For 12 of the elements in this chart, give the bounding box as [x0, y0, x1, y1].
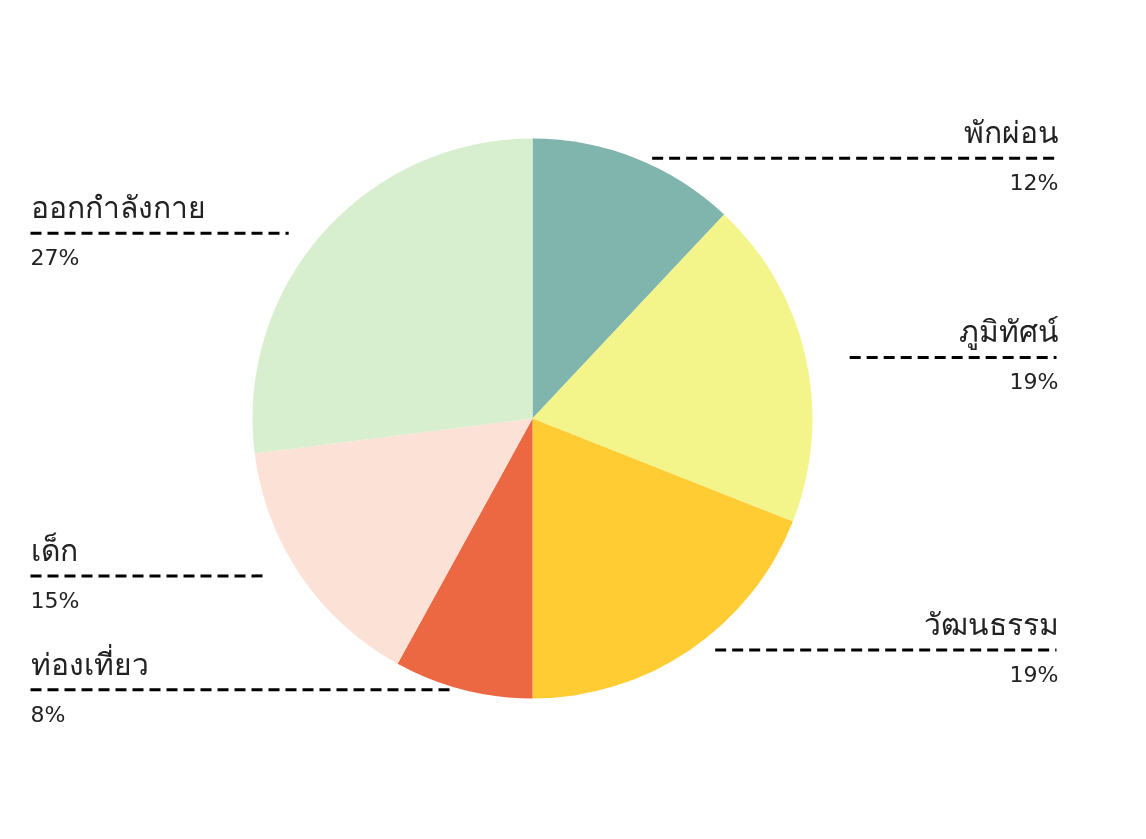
slice-label: เด็ก — [30, 531, 78, 568]
data-label: 19% — [1009, 369, 1059, 395]
data-label: 19% — [1009, 662, 1059, 688]
slice-label: พักผ่อน — [963, 115, 1059, 151]
data-label: 15% — [30, 587, 80, 613]
data-label: 12% — [1009, 170, 1059, 196]
data-label: 27% — [30, 245, 80, 271]
slice-label: ท่องเที่ยว — [30, 643, 149, 682]
slice-label: วัฒนธรรม — [923, 607, 1059, 643]
data-label: 8% — [30, 701, 66, 727]
slice-label: ภูมิทัศน์ — [958, 314, 1059, 351]
slice-label: ออกกำลังกาย — [30, 190, 206, 226]
